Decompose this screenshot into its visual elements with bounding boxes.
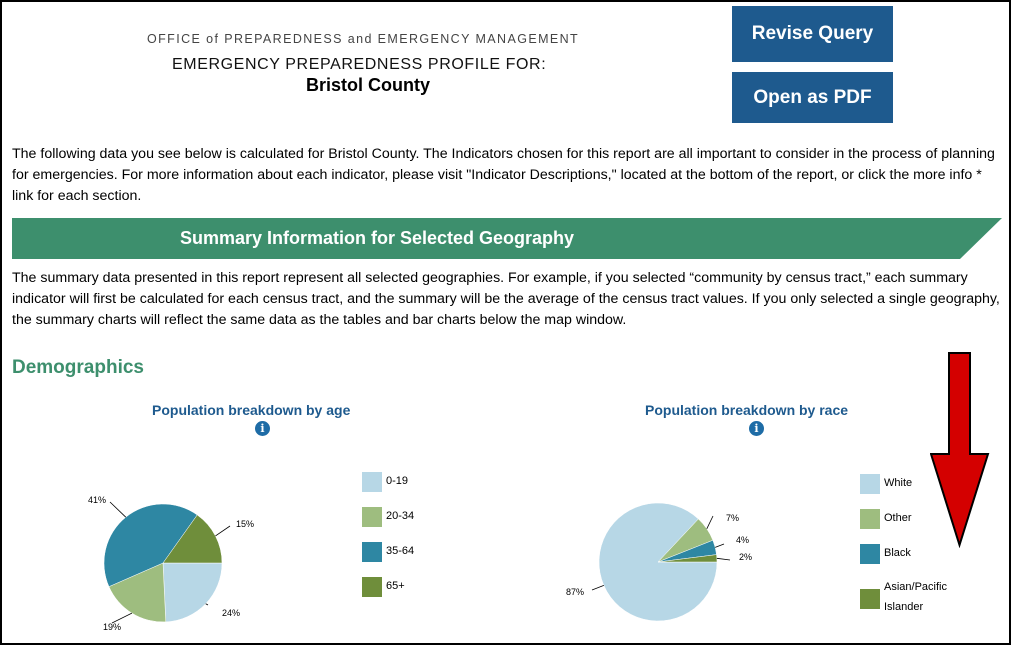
- legend-swatch: [362, 577, 382, 597]
- pie-slice-0-19: [162, 562, 223, 623]
- legend-label: Asian/Pacific Islander: [884, 581, 947, 613]
- leader-line: [591, 585, 604, 591]
- data-label: 2%: [739, 552, 752, 562]
- age-chart-title: Population breakdown by age: [152, 402, 351, 418]
- race-pie-chart: 87% 7% 4% 2%: [566, 502, 752, 622]
- legend-swatch: [860, 509, 880, 529]
- legend-swatch: [362, 507, 382, 527]
- legend-label: 35-64: [386, 545, 415, 557]
- legend-swatch: [362, 472, 382, 492]
- legend-swatch: [362, 542, 382, 562]
- leader-line: [109, 501, 127, 518]
- data-label: 87%: [566, 587, 584, 597]
- legend-label: 0-19: [386, 475, 409, 487]
- data-label: 19%: [103, 622, 121, 632]
- legend-label: 65+: [386, 580, 405, 592]
- data-label: 41%: [88, 495, 106, 505]
- legend-swatch: [860, 589, 880, 609]
- leader-line: [111, 612, 133, 624]
- leader-line: [715, 543, 725, 548]
- race-chart-title: Population breakdown by race: [645, 402, 849, 418]
- intro-paragraph: The following data you see below is calc…: [12, 146, 995, 204]
- legend-label: 20-34: [386, 510, 415, 522]
- pie-slice-65-: [162, 514, 223, 564]
- demographics-heading: Demographics: [12, 357, 144, 378]
- info-icon[interactable]: i: [749, 421, 764, 436]
- pie-slice-35-64: [103, 503, 198, 587]
- summary-banner-shape: [12, 218, 1002, 259]
- leader-line: [706, 515, 714, 530]
- leader-line: [716, 557, 731, 561]
- legend-label: Other: [884, 512, 912, 524]
- data-label: 7%: [726, 513, 739, 523]
- red-down-arrow-icon: [930, 352, 990, 548]
- profile-heading: EMERGENCY PREPAREDNESS PROFILE FOR:: [172, 56, 547, 73]
- legend-label: Black: [884, 547, 911, 559]
- legend-label: White: [884, 477, 913, 489]
- summary-paragraph: The summary data presented in this repor…: [12, 270, 1000, 328]
- legend-swatch: [860, 474, 880, 494]
- summary-banner-title: Summary Information for Selected Geograp…: [179, 228, 575, 248]
- summary-banner: [12, 218, 1002, 259]
- leader-line: [205, 603, 209, 606]
- data-label: 15%: [236, 519, 254, 529]
- open-pdf-button[interactable]: Open as PDF: [732, 72, 893, 123]
- data-label: 24%: [222, 608, 240, 618]
- revise-query-button[interactable]: Revise Query: [732, 6, 893, 62]
- office-name: OFFICE of PREPAREDNESS and EMERGENCY MAN…: [147, 32, 580, 46]
- legend-swatch: [860, 544, 880, 564]
- county-name: Bristol County: [306, 75, 430, 95]
- age-pie-chart: 24% 19% 41% 15%: [88, 495, 254, 632]
- data-label: 4%: [736, 535, 749, 545]
- info-icon[interactable]: i: [255, 421, 270, 436]
- leader-line: [215, 525, 231, 537]
